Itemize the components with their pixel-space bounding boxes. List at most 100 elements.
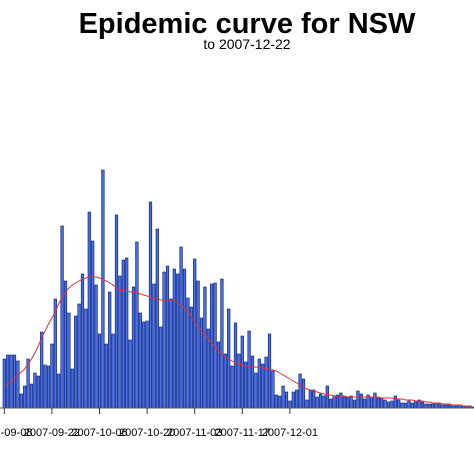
bar <box>203 286 207 409</box>
bar <box>427 403 431 409</box>
bar <box>97 333 102 409</box>
x-tick-label: 2007-10-06 <box>71 427 127 439</box>
bar <box>43 364 47 409</box>
x-tick-label: 2007-09-22 <box>24 427 80 439</box>
bar <box>193 258 197 409</box>
bar <box>148 201 153 409</box>
bar <box>254 372 258 409</box>
bar <box>118 275 122 409</box>
bar <box>101 169 105 409</box>
bar <box>349 395 353 409</box>
bar <box>108 291 112 409</box>
bar <box>80 273 85 409</box>
bar <box>437 403 442 409</box>
bar <box>363 398 367 409</box>
bar <box>179 246 183 409</box>
bar <box>240 335 244 409</box>
x-axis-ticks: 2007-09-082007-09-222007-10-062007-10-20… <box>0 408 318 439</box>
bar <box>318 393 323 409</box>
bar <box>6 354 10 409</box>
bar <box>291 391 295 409</box>
bar <box>165 265 170 409</box>
bar <box>233 322 238 409</box>
bar <box>312 389 316 409</box>
bar <box>125 257 129 409</box>
bar <box>23 385 27 409</box>
bar <box>261 363 265 409</box>
bar <box>135 241 139 409</box>
bar <box>142 321 146 409</box>
x-tick-label: 2007-11-17 <box>215 427 270 439</box>
bar <box>19 393 23 409</box>
bar <box>26 358 30 409</box>
bar <box>63 280 68 409</box>
bar <box>53 298 57 409</box>
chart-subtitle: to 2007-12-22 <box>203 36 291 52</box>
bar <box>196 280 200 409</box>
bar <box>250 355 255 409</box>
bar <box>111 333 115 409</box>
bar <box>189 306 193 409</box>
bar <box>329 398 333 409</box>
bar <box>410 402 414 409</box>
bar <box>60 225 64 409</box>
bar <box>281 385 285 409</box>
bar <box>369 396 374 409</box>
bar <box>12 354 17 409</box>
x-tick-label: 2007-09-08 <box>0 427 32 439</box>
bar <box>155 228 159 409</box>
bar <box>295 389 299 409</box>
bar <box>407 400 411 409</box>
bar <box>288 400 292 409</box>
chart-title: Epidemic curve for NSW <box>78 8 416 40</box>
bar <box>145 320 149 409</box>
bar <box>308 389 312 409</box>
bar <box>342 396 346 409</box>
bar <box>301 378 306 409</box>
bar <box>244 361 248 409</box>
bar <box>390 400 394 409</box>
bar <box>104 343 108 409</box>
bar <box>393 395 397 409</box>
bar <box>274 394 278 409</box>
bar <box>159 326 163 409</box>
bar <box>172 268 176 409</box>
bar <box>414 400 418 409</box>
bar <box>271 370 275 409</box>
bar <box>264 356 268 409</box>
bar <box>87 211 91 409</box>
bar <box>335 394 340 409</box>
bar <box>50 343 54 409</box>
bar <box>298 373 302 409</box>
bar <box>131 286 136 409</box>
bar <box>138 312 142 409</box>
bar <box>284 391 289 409</box>
bar <box>36 375 40 409</box>
bar <box>220 278 224 409</box>
bar <box>237 353 241 409</box>
bar <box>169 298 173 409</box>
bar <box>397 399 401 409</box>
bar <box>74 315 78 409</box>
bar <box>267 333 272 409</box>
bar <box>332 395 336 409</box>
bar <box>77 303 81 409</box>
bar <box>40 331 44 409</box>
bar <box>386 401 391 409</box>
bar <box>84 308 88 409</box>
bar <box>322 395 326 409</box>
bar <box>315 396 319 409</box>
bar <box>346 396 350 409</box>
bar <box>400 402 404 409</box>
bar <box>46 365 51 409</box>
bar <box>373 392 377 409</box>
bar <box>57 373 61 409</box>
bar <box>121 259 125 409</box>
bar <box>128 339 132 409</box>
bar <box>210 283 214 409</box>
bar <box>230 365 234 409</box>
bar <box>420 401 425 409</box>
bar <box>186 297 190 409</box>
bar <box>29 383 34 409</box>
